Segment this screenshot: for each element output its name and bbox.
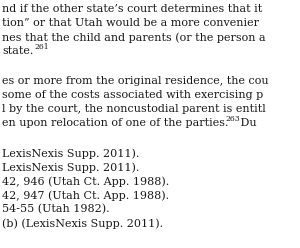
Text: 261: 261 (34, 43, 49, 51)
Text: en upon relocation of one of the parties.: en upon relocation of one of the parties… (2, 118, 229, 128)
Text: state.: state. (2, 46, 33, 56)
Text: 54-55 (Utah 1982).: 54-55 (Utah 1982). (2, 204, 109, 214)
Text: some of the costs associated with exercising p: some of the costs associated with exerci… (2, 90, 263, 100)
Text: 42, 946 (Utah Ct. App. 1988).: 42, 946 (Utah Ct. App. 1988). (2, 176, 169, 186)
Text: nd if the other state’s court determines that it: nd if the other state’s court determines… (2, 4, 262, 14)
Text: Du: Du (237, 118, 257, 128)
Text: nes that the child and parents (or the person a: nes that the child and parents (or the p… (2, 32, 266, 43)
Text: (b) (LexisNexis Supp. 2011).: (b) (LexisNexis Supp. 2011). (2, 218, 163, 229)
Text: tion” or that Utah would be a more convenier: tion” or that Utah would be a more conve… (2, 18, 259, 28)
Text: 42, 947 (Utah Ct. App. 1988).: 42, 947 (Utah Ct. App. 1988). (2, 190, 169, 201)
Text: LexisNexis Supp. 2011).: LexisNexis Supp. 2011). (2, 148, 140, 158)
Text: es or more from the original residence, the cou: es or more from the original residence, … (2, 76, 268, 86)
Text: l by the court, the noncustodial parent is entitl: l by the court, the noncustodial parent … (2, 104, 266, 114)
Text: 263: 263 (225, 115, 240, 123)
Text: LexisNexis Supp. 2011).: LexisNexis Supp. 2011). (2, 162, 140, 173)
